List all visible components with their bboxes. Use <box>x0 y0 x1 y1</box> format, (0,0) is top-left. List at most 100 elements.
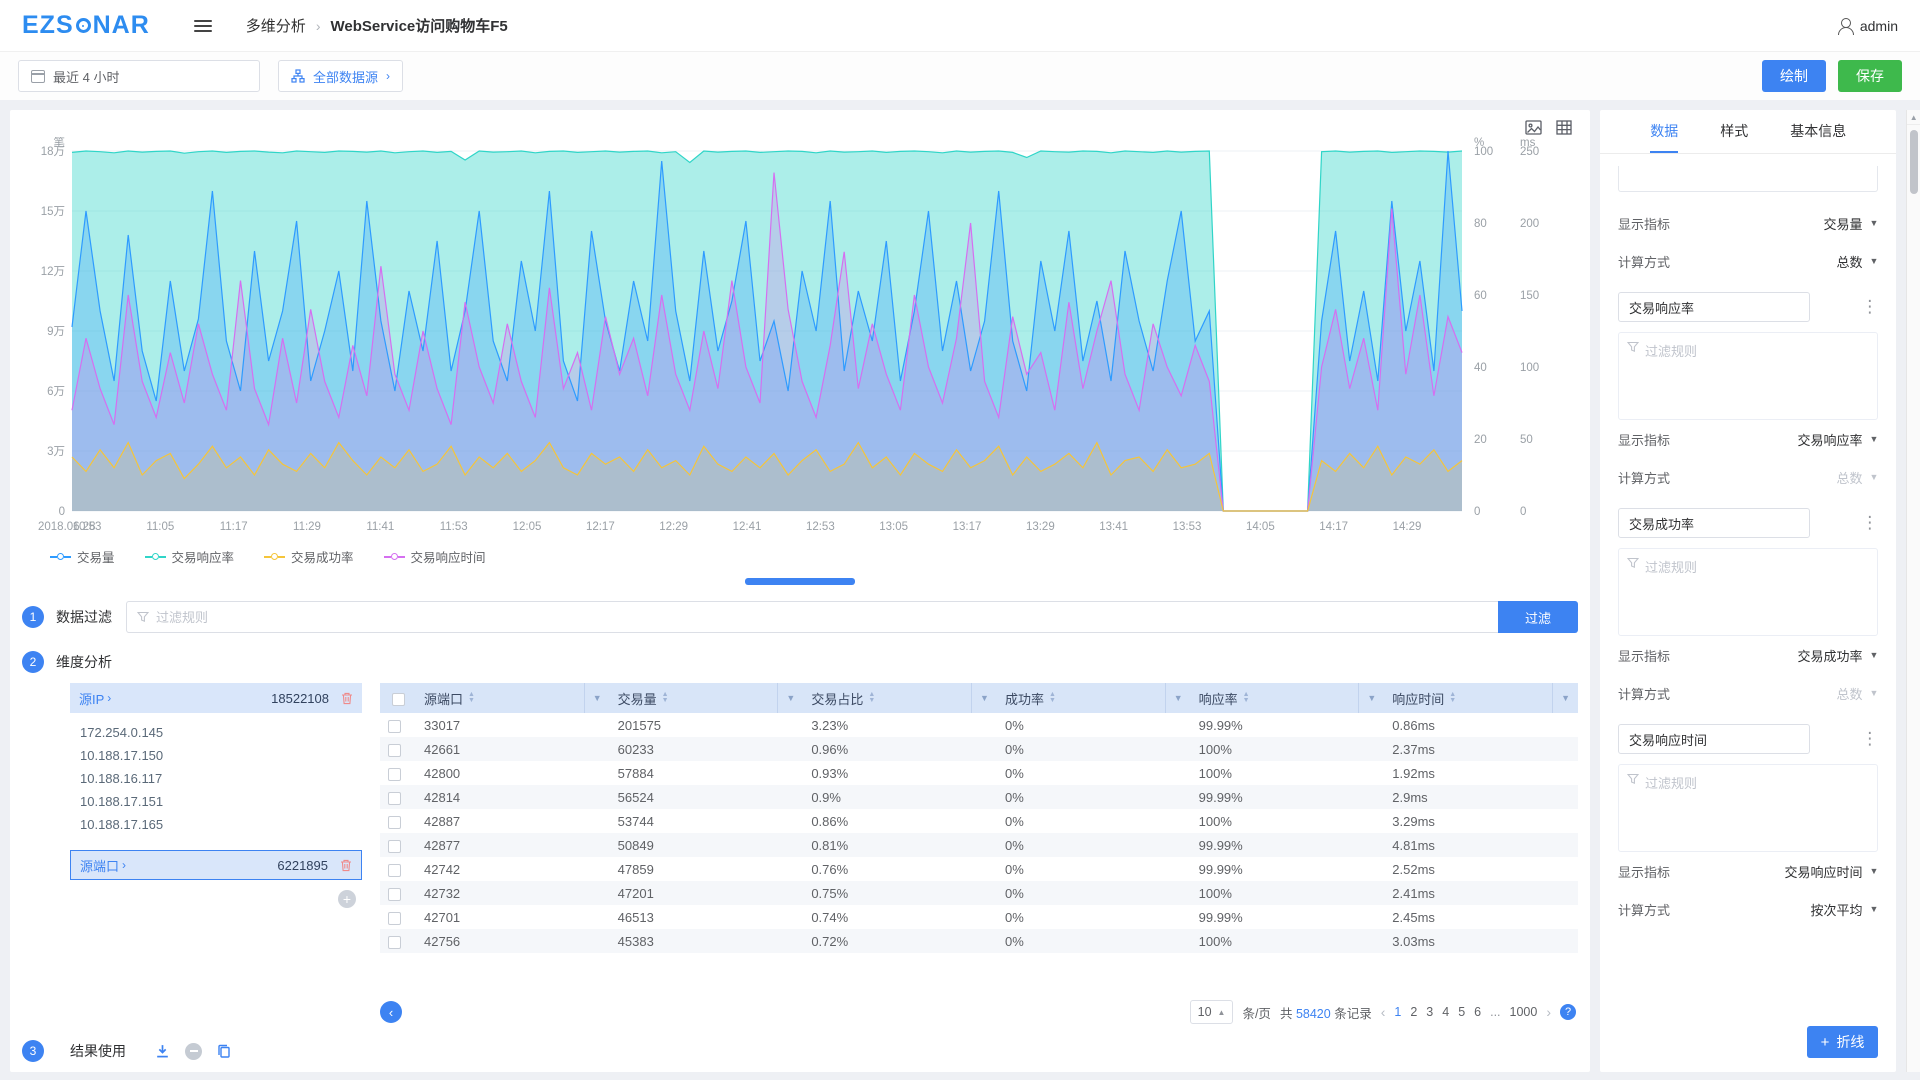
row-checkbox[interactable] <box>388 744 401 757</box>
table-row[interactable]: 42661602330.96%0%100%2.37ms <box>380 737 1578 761</box>
page-number[interactable]: 2 <box>1410 1005 1417 1019</box>
page-number[interactable]: 5 <box>1458 1005 1465 1019</box>
table-row[interactable]: 42877508490.81%0%99.99%4.81ms <box>380 833 1578 857</box>
column-filter-caret-icon[interactable]: ▼ <box>971 683 989 713</box>
dimension-value[interactable]: 10.188.16.117 <box>80 767 352 790</box>
column-header[interactable]: 交易占比▲▼▼ <box>803 683 997 713</box>
table-view-icon[interactable] <box>1556 120 1572 135</box>
column-header[interactable]: 响应时间▲▼▼ <box>1384 683 1578 713</box>
dimension-card-header[interactable]: 源端口›6221895 <box>70 850 362 880</box>
chart-hscrollbar-thumb[interactable] <box>745 578 855 585</box>
page-number[interactable]: 4 <box>1442 1005 1449 1019</box>
column-filter-caret-icon[interactable]: ▼ <box>1358 683 1376 713</box>
legend-item[interactable]: 交易量 <box>50 547 115 566</box>
column-filter-caret-icon[interactable]: ▼ <box>777 683 795 713</box>
page-scrollbar-thumb[interactable] <box>1910 130 1918 194</box>
timeseries-chart[interactable]: 03万6万9万12万15万18万020406080100050100150200… <box>22 137 1578 545</box>
filter-rule-input[interactable] <box>156 610 1488 625</box>
metric-name-input[interactable] <box>1618 724 1810 754</box>
filter-rule-field[interactable] <box>126 601 1498 633</box>
menu-icon[interactable] <box>194 20 212 32</box>
page-size-select[interactable]: 10 ▲ <box>1190 1000 1234 1024</box>
download-icon[interactable] <box>154 1043 171 1060</box>
collapse-left-icon[interactable]: ‹ <box>380 1001 402 1023</box>
calc-method-select[interactable]: 总数▼ <box>1836 684 1878 703</box>
display-metric-select[interactable]: 交易成功率▼ <box>1797 646 1878 665</box>
column-filter-caret-icon[interactable]: ▼ <box>1165 683 1183 713</box>
page-number[interactable]: 6 <box>1474 1005 1481 1019</box>
kebab-menu-icon[interactable]: ⋮ <box>1861 513 1878 533</box>
dimension-value[interactable]: 172.254.0.145 <box>80 721 352 744</box>
sort-icon[interactable]: ▲▼ <box>1049 692 1056 704</box>
table-row[interactable]: 42742478590.76%0%99.99%2.52ms <box>380 857 1578 881</box>
tab-style[interactable]: 样式 <box>1720 110 1748 153</box>
table-row[interactable]: 42887537440.86%0%100%3.29ms <box>380 809 1578 833</box>
table-row[interactable]: 42756453830.72%0%100%3.03ms <box>380 929 1578 953</box>
display-metric-select[interactable]: 交易响应时间▼ <box>1784 862 1878 881</box>
trash-icon[interactable] <box>340 859 352 872</box>
page-number[interactable]: 1000 <box>1510 1005 1538 1019</box>
row-checkbox[interactable] <box>388 936 401 949</box>
email-icon[interactable] <box>185 1043 202 1060</box>
tab-basic-info[interactable]: 基本信息 <box>1790 110 1846 153</box>
column-header[interactable]: 交易量▲▼▼ <box>610 683 804 713</box>
column-header[interactable]: 成功率▲▼▼ <box>997 683 1191 713</box>
sort-icon[interactable]: ▲▼ <box>1449 692 1456 704</box>
column-filter-caret-icon[interactable]: ▼ <box>584 683 602 713</box>
sort-icon[interactable]: ▲▼ <box>1243 692 1250 704</box>
metric-filter-box[interactable]: 过滤规则 <box>1618 764 1878 852</box>
metric-filter-box[interactable]: 过滤规则 <box>1618 332 1878 420</box>
breadcrumb-section[interactable]: 多维分析 <box>246 15 306 36</box>
dimension-card-header[interactable]: 源IP›18522108 <box>70 683 362 713</box>
datasource-picker[interactable]: 全部数据源 › <box>278 60 403 92</box>
table-row[interactable]: 42701465130.74%0%99.99%2.45ms <box>380 905 1578 929</box>
prev-page-icon[interactable]: ‹ <box>1381 1004 1386 1020</box>
legend-item[interactable]: 交易成功率 <box>264 547 354 566</box>
legend-item[interactable]: 交易响应时间 <box>384 547 486 566</box>
help-icon[interactable]: ? <box>1560 1004 1576 1020</box>
page-number[interactable]: 3 <box>1426 1005 1433 1019</box>
display-metric-select[interactable]: 交易响应率▼ <box>1797 430 1878 449</box>
sort-icon[interactable]: ▲▼ <box>662 692 669 704</box>
sort-icon[interactable]: ▲▼ <box>868 692 875 704</box>
add-dimension-icon[interactable]: + <box>338 890 356 908</box>
kebab-menu-icon[interactable]: ⋮ <box>1861 729 1878 749</box>
table-row[interactable]: 42732472010.75%0%100%2.41ms <box>380 881 1578 905</box>
calc-method-select[interactable]: 总数 ▼ <box>1836 252 1878 271</box>
row-checkbox[interactable] <box>388 864 401 877</box>
kebab-menu-icon[interactable]: ⋮ <box>1861 297 1878 317</box>
row-checkbox[interactable] <box>388 816 401 829</box>
calc-method-select[interactable]: 按次平均▼ <box>1810 900 1878 919</box>
row-checkbox[interactable] <box>392 693 405 706</box>
row-checkbox[interactable] <box>388 720 401 733</box>
time-range-picker[interactable]: 最近 4 小时 <box>18 60 260 92</box>
draw-button[interactable]: 绘制 <box>1762 60 1826 92</box>
table-row[interactable]: 42814565240.9%0%99.99%2.9ms <box>380 785 1578 809</box>
display-metric-select[interactable]: 交易量 ▼ <box>1823 214 1878 233</box>
filter-box-partial[interactable] <box>1618 166 1878 192</box>
save-button[interactable]: 保存 <box>1838 60 1902 92</box>
dimension-value[interactable]: 10.188.17.165 <box>80 813 352 836</box>
metric-filter-box[interactable]: 过滤规则 <box>1618 548 1878 636</box>
table-row[interactable]: 42800578840.93%0%100%1.92ms <box>380 761 1578 785</box>
add-line-button[interactable]: + 折线 <box>1807 1026 1879 1058</box>
tab-data[interactable]: 数据 <box>1650 110 1678 153</box>
scroll-up-icon[interactable]: ▲ <box>1907 110 1920 125</box>
metric-name-input[interactable] <box>1618 508 1810 538</box>
row-checkbox[interactable] <box>388 840 401 853</box>
page-number[interactable]: 1 <box>1394 1005 1401 1019</box>
calc-method-select[interactable]: 总数▼ <box>1836 468 1878 487</box>
dimension-value[interactable]: 10.188.17.151 <box>80 790 352 813</box>
table-row[interactable]: 330172015753.23%0%99.99%0.86ms <box>380 713 1578 737</box>
user-menu[interactable]: admin <box>1837 18 1898 34</box>
column-filter-caret-icon[interactable]: ▼ <box>1552 683 1570 713</box>
row-checkbox[interactable] <box>388 792 401 805</box>
trash-icon[interactable] <box>341 692 353 705</box>
row-checkbox[interactable] <box>388 912 401 925</box>
next-page-icon[interactable]: › <box>1546 1004 1551 1020</box>
row-checkbox[interactable] <box>388 888 401 901</box>
column-header[interactable]: 响应率▲▼▼ <box>1191 683 1385 713</box>
filter-apply-button[interactable]: 过滤 <box>1498 601 1578 633</box>
dimension-value[interactable]: 10.188.17.150 <box>80 744 352 767</box>
legend-item[interactable]: 交易响应率 <box>145 547 235 566</box>
